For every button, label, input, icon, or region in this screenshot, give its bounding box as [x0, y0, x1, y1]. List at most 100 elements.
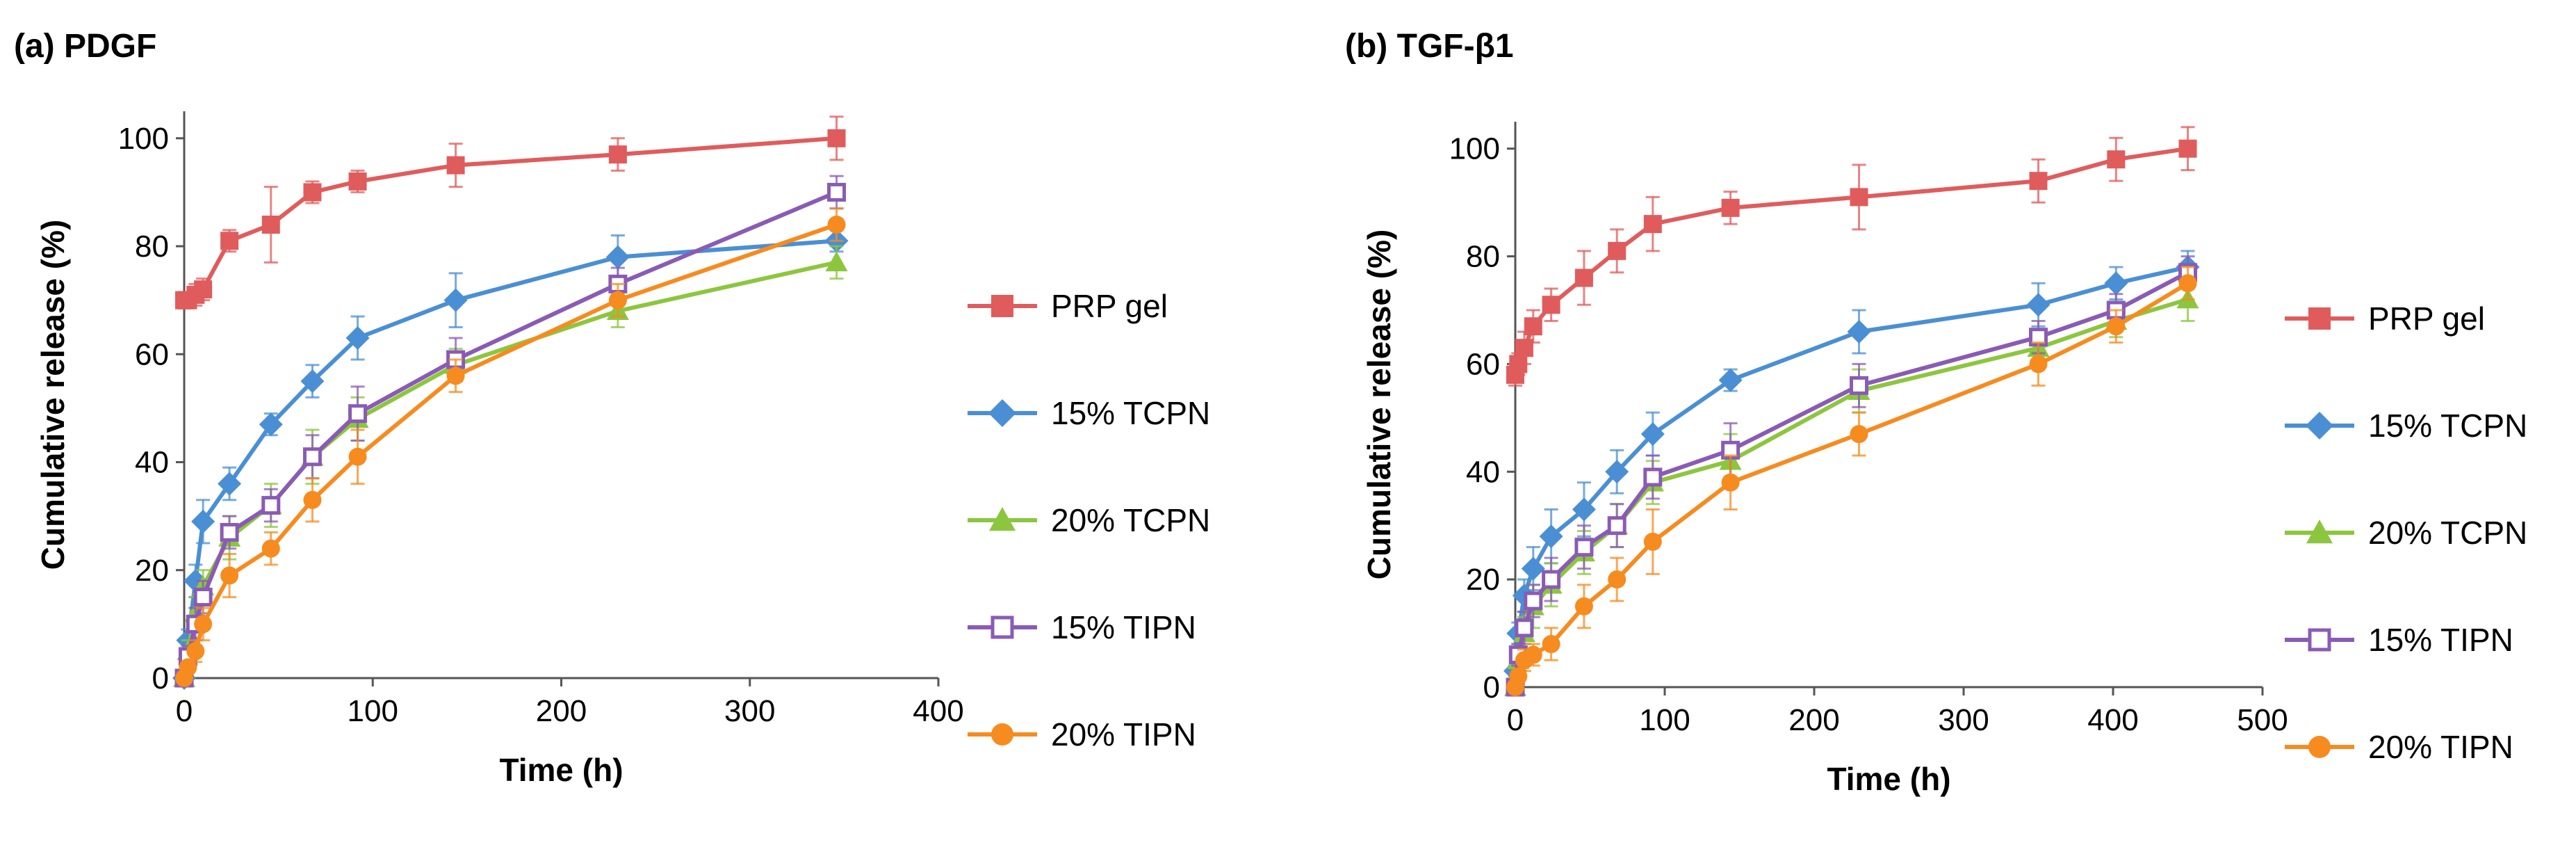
x-tick-label: 200: [1788, 703, 1839, 737]
data-point: [1721, 198, 1740, 217]
legend-marker: [2308, 628, 2331, 652]
legend-marker: [989, 507, 1016, 531]
legend-label: 20% TIPN: [1051, 716, 1196, 753]
legend-label: 15% TIPN: [1051, 609, 1196, 645]
legend-marker: [2308, 736, 2331, 758]
series-line: [182, 260, 839, 680]
x-tick-label: 0: [1507, 703, 1524, 737]
y-tick-label: 20: [1466, 563, 1500, 597]
data-point: [1542, 296, 1560, 314]
series-20-tcpn: [173, 245, 848, 687]
data-point: [193, 588, 213, 607]
data-point: [261, 496, 281, 515]
data-point: [1643, 467, 1663, 487]
y-tick-label: 80: [135, 230, 169, 264]
data-point: [1574, 538, 1594, 557]
data-point: [1718, 368, 1743, 392]
data-point: [1542, 635, 1560, 654]
data-point: [1572, 497, 1596, 522]
data-point: [261, 216, 280, 234]
data-point: [1515, 339, 1533, 357]
data-point: [2178, 274, 2197, 293]
data-point: [191, 509, 215, 533]
data-point: [827, 216, 846, 234]
series-20-tcpn: [1504, 277, 2199, 696]
x-tick-label: 0: [176, 694, 193, 728]
data-point: [1524, 645, 1542, 664]
y-tick-label: 100: [1449, 132, 1500, 166]
data-point: [261, 539, 280, 558]
x-tick-label: 200: [536, 694, 587, 728]
legend-entry: 15% TIPN: [2285, 622, 2513, 658]
x-tick-label: 300: [1938, 703, 1989, 737]
data-point: [608, 291, 627, 309]
legend-entry: 15% TIPN: [968, 609, 1196, 645]
legend-entry: 15% TCPN: [968, 395, 1210, 431]
y-tick-label: 40: [1466, 455, 1500, 489]
panel-pdgf: (a) PDGF 0 20 40 60 80 100 0 100 200 300 400 Time (h…: [14, 28, 1210, 788]
data-point: [1608, 241, 1627, 260]
x-tick-label: 500: [2237, 703, 2288, 737]
data-point: [827, 182, 847, 202]
chart-title: (a) PDGF: [14, 28, 156, 65]
data-point: [2026, 293, 2051, 317]
legend-label: PRP gel: [2368, 300, 2485, 337]
x-tick-label: 400: [913, 694, 963, 728]
data-point: [1608, 570, 1627, 589]
legend-marker: [991, 723, 1013, 746]
legend-entry: 20% TCPN: [2285, 515, 2527, 551]
series-20-tipn: [1506, 266, 2197, 696]
data-point: [827, 129, 846, 147]
legend-marker: [988, 399, 1016, 427]
data-point: [1850, 376, 1868, 395]
data-point: [345, 326, 370, 350]
series-line: [182, 136, 839, 303]
data-point: [2029, 172, 2048, 191]
data-point: [1539, 524, 1563, 549]
data-point: [218, 472, 242, 496]
legend-entry: PRP gel: [2285, 300, 2485, 337]
legend-label: 15% TCPN: [2368, 408, 2527, 444]
legend-label: 20% TCPN: [2368, 515, 2527, 551]
series-line: [182, 223, 839, 680]
data-point: [1850, 188, 1868, 207]
x-tick-label: 100: [348, 694, 398, 728]
axes: 0 20 40 60 80 100 0 100 200 300 400: [118, 111, 964, 728]
y-tick-label: 80: [1466, 240, 1500, 274]
series-20-tipn: [175, 207, 846, 687]
series-prp-gel: [175, 115, 846, 309]
chart-title: (b) TGF-β1: [1345, 28, 1514, 65]
data-point: [1640, 422, 1665, 446]
data-point: [1509, 355, 1528, 373]
x-tick-label: 300: [724, 694, 775, 728]
legend-marker: [2306, 520, 2333, 544]
y-tick-label: 40: [135, 446, 169, 480]
series-15-tipn: [174, 175, 847, 688]
data-point: [1850, 425, 1868, 444]
data-point: [220, 566, 239, 585]
data-point: [1607, 516, 1627, 536]
x-tick-label: 400: [2087, 703, 2138, 737]
axes: 0 20 40 60 80 100 0 100 200 300 400 500: [1449, 122, 2288, 737]
data-point: [1542, 570, 1561, 589]
data-point: [1643, 532, 1662, 551]
data-point: [194, 615, 213, 634]
legend-label: 15% TCPN: [1051, 395, 1210, 431]
data-point: [348, 404, 368, 424]
series-prp-gel: [1506, 126, 2197, 387]
data-point: [1605, 460, 1629, 484]
data-point: [2029, 355, 2048, 373]
data-point: [2178, 139, 2197, 158]
y-axis-label: Cumulative release (%): [1361, 230, 1397, 580]
series-line: [182, 239, 839, 680]
data-point: [1524, 591, 1543, 611]
data-point: [1521, 556, 1545, 581]
data-point: [194, 280, 213, 299]
y-tick-label: 60: [1466, 347, 1500, 381]
data-point: [1509, 667, 1528, 686]
y-tick-label: 60: [135, 337, 169, 371]
x-tick-label: 100: [1639, 703, 1690, 737]
data-point: [446, 367, 465, 385]
panel-tgf-beta1: (b) TGF-β1 0 20 40 60 80 100 0 100 200 300 400 500 Ti…: [1345, 28, 2527, 797]
